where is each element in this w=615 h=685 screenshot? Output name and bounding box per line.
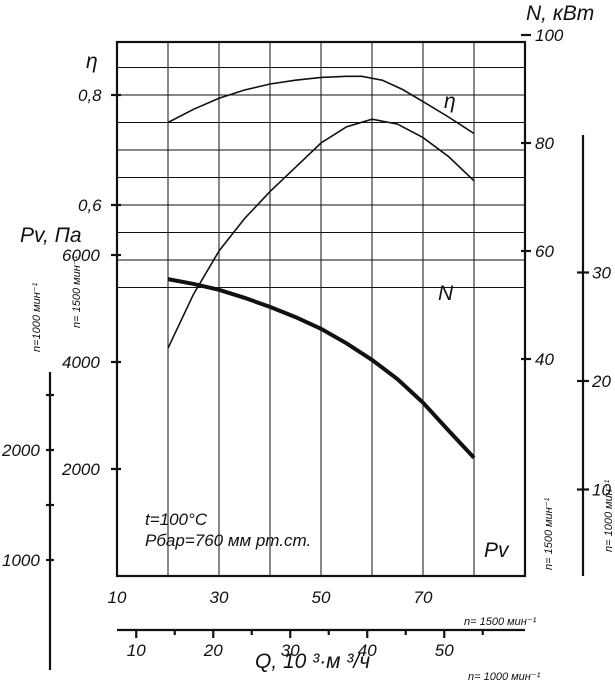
pv-axis-1000-speed-label: n=1000 мин⁻¹	[31, 282, 43, 352]
pv-axis-label: Pv, Па	[20, 224, 82, 247]
n-1500-tick-label: 60	[535, 242, 554, 261]
pv-1500-tick-label: 6000	[62, 246, 100, 265]
n-1000-tick-label: 10	[592, 481, 611, 500]
power-curve-label: N	[438, 282, 454, 305]
x-1500-tick-label: 10	[108, 588, 127, 607]
efficiency-curve	[167, 75, 475, 135]
grid	[117, 42, 525, 576]
axes: 0,8 0,6 6000 4000 2000 2000 1000 100 80 60 40 30 20 1…	[1, 26, 611, 670]
n-1500-tick-label: 80	[535, 134, 554, 153]
pressure-curve-label: Pv	[484, 539, 510, 562]
power-curve	[167, 118, 475, 349]
pv-axis-1500-speed-label: n= 1500 мин⁻¹	[71, 255, 83, 328]
x-1500-tick-label: 70	[414, 588, 433, 607]
pv-1000-tick-label: 1000	[2, 551, 40, 570]
eta-tick-label: 0,8	[78, 86, 102, 105]
x-axis-1500-speed-label: n= 1500 мин⁻¹	[464, 616, 537, 628]
eta-axis-label: η	[86, 50, 98, 73]
labels: η Pv, Па N, кВт Q, 10 ³·м ³/ч n= 1500 ми…	[20, 2, 615, 683]
x-axis-1000-speed-label: n= 1000 мин⁻¹	[468, 671, 541, 683]
n-1500-tick-label: 100	[535, 26, 564, 45]
x-1500-tick-label: 30	[210, 588, 229, 607]
n-1000-tick-label: 30	[592, 264, 611, 283]
pressure-annotation: Pбар=760 мм рт.ст.	[145, 531, 311, 550]
n-axis-1000-speed-label: n= 1000 мин⁻¹	[603, 479, 615, 552]
pressure-curve	[167, 277, 476, 460]
temperature-annotation: t=100°C	[145, 510, 208, 529]
pv-1500-tick-label: 4000	[62, 353, 100, 372]
x-1000-tick-label: 30	[281, 641, 300, 660]
n-1500-tick-label: 40	[535, 350, 554, 369]
n-axis-label: N, кВт	[526, 2, 594, 25]
efficiency-curve-label: η	[444, 90, 456, 113]
pv-1500-tick-label: 2000	[61, 460, 100, 479]
pv-1000-tick-label: 2000	[1, 441, 40, 460]
x-1000-tick-label: 50	[435, 641, 454, 660]
plot-frame	[115, 40, 527, 578]
x-1000-tick-label: 20	[203, 641, 223, 660]
curves: η N Pv	[167, 75, 510, 562]
eta-tick-label: 0,6	[78, 196, 102, 215]
x-1500-tick-label: 50	[312, 588, 331, 607]
n-axis-1500-speed-label: n= 1500 мин⁻¹	[543, 497, 555, 570]
x-1000-tick-label: 10	[127, 641, 146, 660]
x-axis-unit-label: Q, 10 ³·м ³/ч	[255, 650, 370, 673]
x-1000-tick-label: 40	[358, 641, 377, 660]
n-1000-tick-label: 20	[591, 372, 611, 391]
